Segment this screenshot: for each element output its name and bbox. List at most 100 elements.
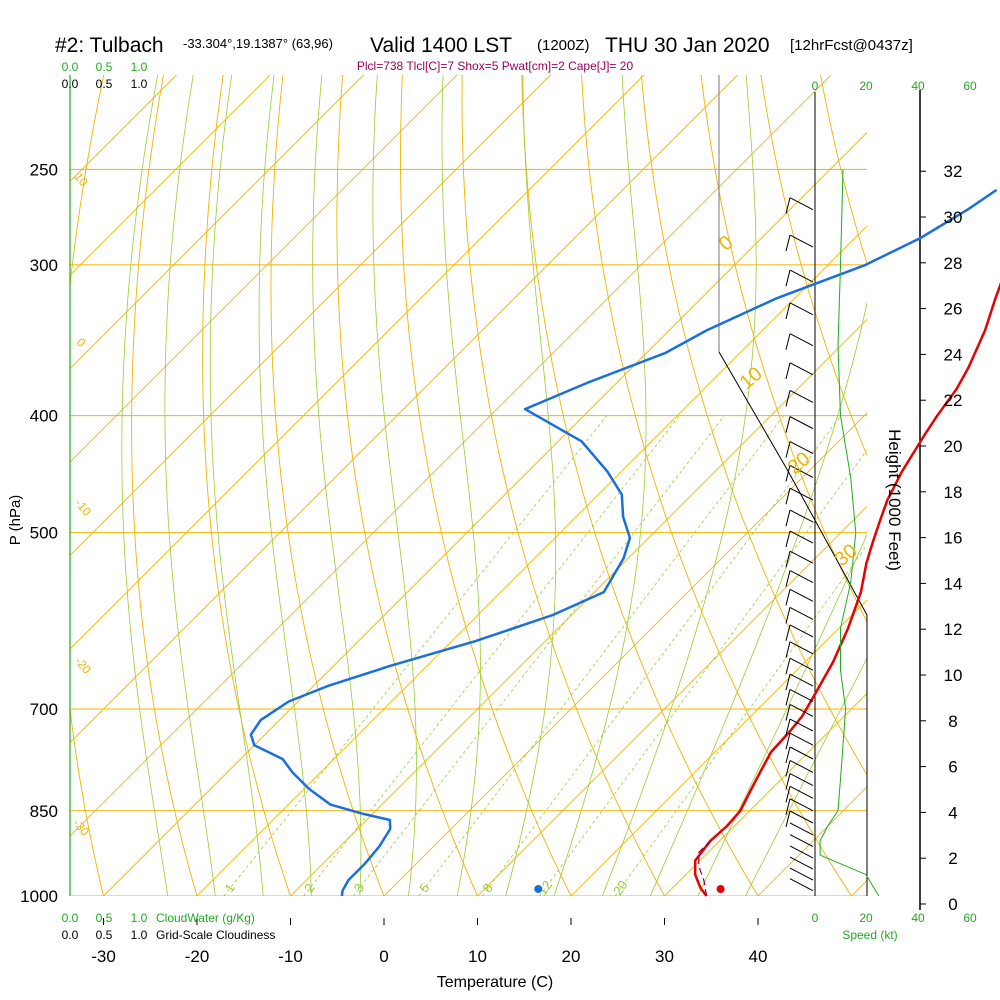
wind-speed-tick-bottom: 0: [812, 911, 819, 925]
wind-barb-flag: [785, 704, 791, 721]
pressure-tick-label: 850: [30, 802, 58, 821]
mixing-ratio-line: [418, 415, 784, 896]
height-tick-label: 2: [948, 849, 957, 868]
wind-barb-staff: [789, 732, 814, 746]
dry-adiabat-line: [640, 75, 867, 776]
wind-barb-staff: [789, 798, 814, 812]
isotherm-lines: [70, 75, 867, 896]
surface-temperature-dot: [716, 885, 725, 893]
wind-barb-staff: [789, 822, 814, 836]
dry-adiabat-line: [400, 75, 572, 896]
pressure-tick-label: 400: [30, 407, 58, 426]
mixing-ratio-line: [223, 415, 608, 896]
isotherm-line: [570, 599, 867, 896]
wind-barb-staff: [789, 487, 814, 501]
x-tick-label: -10: [278, 947, 303, 966]
cloudwater-tick-bottom: 0.5: [96, 911, 113, 925]
x-tick-label: 20: [562, 947, 581, 966]
wind-barb-staff: [789, 509, 814, 523]
cloudiness-tick-bottom: 0.0: [62, 928, 79, 942]
height-tick-label: 18: [944, 483, 963, 502]
wind-barb-flag: [785, 607, 791, 624]
wind-barb-flag: [785, 786, 791, 803]
wind-barb: [785, 269, 814, 287]
station-title: #2: Tulbach: [55, 34, 164, 57]
cloudwater-tick-top: 0.0: [62, 60, 79, 74]
wind-barb: [785, 389, 814, 407]
wind-barb: [785, 234, 814, 252]
wind-barb-staff: [789, 810, 814, 824]
isotherm-label: 30: [831, 540, 862, 571]
height-tick-label: 10: [944, 666, 963, 685]
isotherm-line: [70, 75, 552, 557]
moist-adiabat-line: [372, 75, 417, 896]
wind-barb-staff: [789, 624, 814, 638]
moist-adiabat-line: [164, 75, 216, 896]
pressure-tick-label: 500: [30, 524, 58, 543]
moist-adiabat-line: [505, 75, 557, 896]
wind-barb: [785, 416, 814, 433]
isotherm-line: [70, 75, 739, 744]
height-tick-label: 20: [944, 437, 963, 456]
wind-barb: [785, 773, 814, 790]
dry-adiabat-line: [581, 75, 853, 896]
isotherm-line: [70, 75, 178, 183]
stability-indices: Plcl=738 Tlcl[C]=7 Shox=5 Pwat[cm]=2 Cap…: [357, 59, 634, 73]
wind-barb-flag: [785, 624, 791, 642]
isotherm-line: [196, 225, 867, 896]
wind-barb: [789, 856, 814, 870]
left-isotherm-label: -30: [70, 816, 92, 839]
mixing-ratio-line: [614, 544, 867, 896]
wind-barb-flag: [785, 798, 791, 815]
cloudiness-tick-bottom: 1.0: [131, 928, 148, 942]
wind-barb-flag: [785, 760, 791, 777]
wind-barb-staff: [789, 570, 814, 584]
wind-barb: [785, 689, 814, 706]
wind-barb: [785, 624, 814, 642]
isotherm-line: [476, 505, 867, 896]
wind-barb-staff: [789, 657, 814, 671]
mixing-ratio-lines: 1 2 3 5 8 12 20: [221, 415, 867, 898]
wind-barb-flag: [785, 416, 791, 433]
wind-barb: [785, 732, 814, 750]
dry-adiabat-line: [336, 75, 478, 896]
wind-barb: [789, 845, 814, 859]
height-tick-label: 6: [948, 758, 957, 777]
wind-barb-staff: [789, 362, 814, 376]
wind-barb-staff: [789, 673, 814, 687]
wind-barb: [789, 822, 814, 836]
height-tick-label: 30: [944, 208, 963, 227]
wind-barb: [785, 810, 814, 828]
mixing-ratio-label: 20: [610, 878, 631, 898]
wind-barb-flag: [785, 390, 791, 407]
isotherm-line: [70, 75, 645, 650]
mixing-ratio-line: [303, 415, 680, 896]
plot-area: 1 2 3 5 8 12 20: [70, 75, 867, 898]
wind-barb: [785, 641, 814, 658]
x-tick-label: -20: [185, 947, 210, 966]
surface-dewpoint-dot: [534, 885, 543, 893]
wind-barb-staff: [789, 641, 814, 655]
mixing-ratio-label: 2: [301, 881, 317, 896]
wind-barb-flag: [785, 530, 791, 548]
wind-barb-staff: [789, 773, 814, 786]
wind-barb-staff: [789, 878, 814, 892]
height-tick-label: 4: [948, 803, 957, 822]
wind-barb: [785, 362, 814, 379]
wind-barb-staff: [789, 269, 814, 283]
wind-barb-staff: [789, 606, 814, 620]
mixing-ratio-line: [539, 449, 867, 896]
wind-barb-flag: [785, 197, 791, 214]
cloudwater-label: CloudWater (g/Kg): [156, 911, 255, 925]
wind-barb-staff: [789, 550, 814, 564]
station-coords: -33.304°,19.1387° (63,96): [183, 36, 333, 51]
wind-barb-flag: [785, 234, 791, 252]
isotherm-label: 0: [715, 231, 738, 255]
moist-adiabat-line: [553, 75, 647, 896]
dry-adiabat-line: [760, 75, 867, 457]
wind-barb-flag: [785, 302, 791, 319]
wind-barb: [789, 878, 814, 892]
dry-adiabat-line: [131, 75, 198, 896]
isotherm-line: [70, 75, 271, 276]
